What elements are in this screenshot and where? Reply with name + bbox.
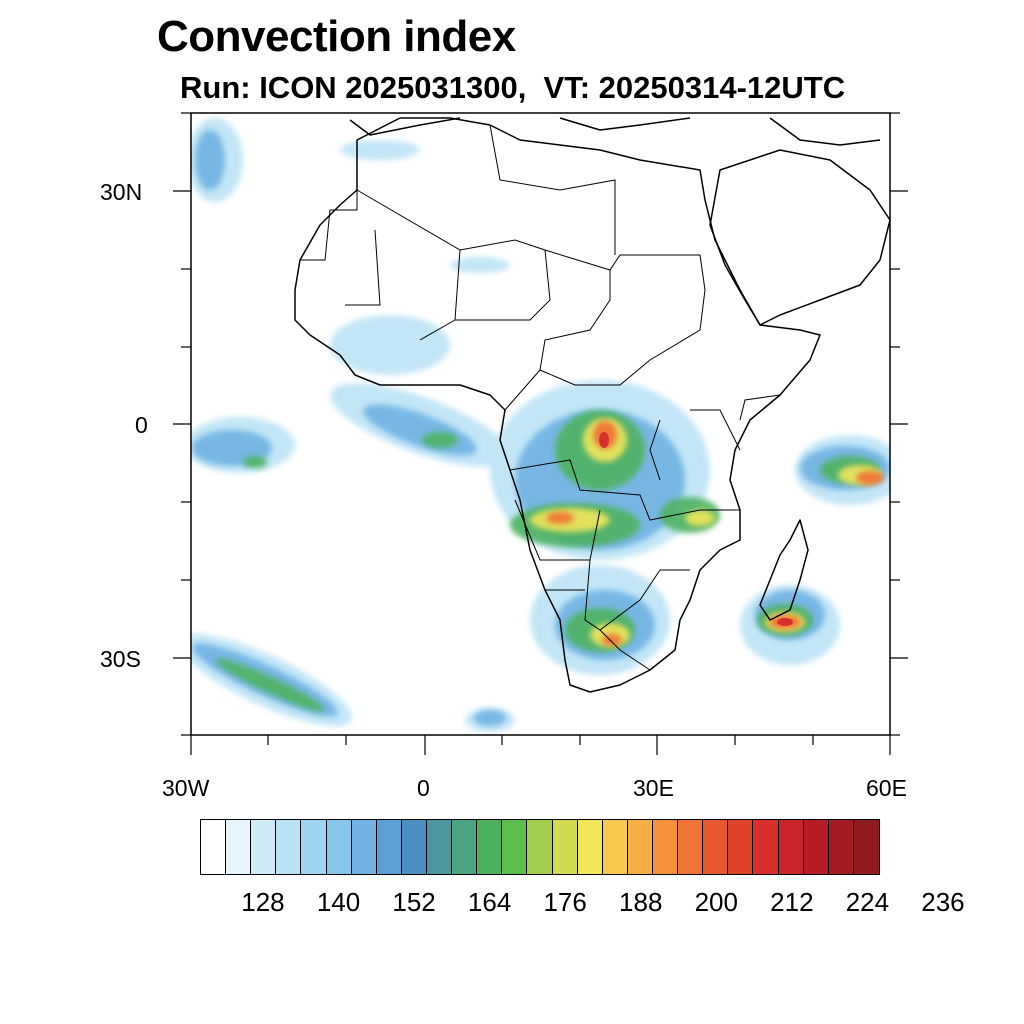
colorbar-label: 152 (392, 887, 436, 917)
colorbar-swatch (627, 820, 653, 874)
colorbar-swatch (828, 820, 854, 874)
x-tick-label-30w: 30W (162, 775, 210, 801)
colorbar-swatch (527, 820, 553, 874)
colorbar-swatch (652, 820, 679, 874)
x-tick-label-60e: 60E (866, 775, 907, 801)
chart-subtitle: Run: ICON 2025031300, VT: 20250314-12UTC (180, 70, 846, 105)
colorbar-label: 176 (543, 887, 587, 917)
colorbar-swatch (251, 820, 277, 874)
y-tick-label-30n: 30N (100, 179, 143, 205)
colorbar-swatch (326, 820, 352, 874)
colorbar-label: 224 (845, 887, 890, 917)
chart-title: Convection index (157, 12, 516, 61)
colorbar-swatch (301, 820, 327, 874)
convection-field-red (599, 432, 793, 626)
colorbar-swatch (276, 820, 302, 874)
colorbar-swatch (351, 820, 377, 874)
colorbar-swatch (602, 820, 628, 874)
colorbar-swatch (853, 820, 879, 874)
colorbar-swatch (201, 820, 227, 874)
colorbar-label: 140 (316, 887, 361, 917)
x-tick-label-30e: 30E (633, 775, 674, 801)
colorbar-swatch (426, 820, 453, 874)
colorbar-swatch (678, 820, 704, 874)
colorbar-label: 200 (694, 887, 738, 917)
y-tick-label-30s: 30S (100, 646, 141, 672)
x-tick-label-0: 0 (417, 775, 430, 801)
axis-ticks (173, 112, 908, 755)
colorbar-swatch (703, 820, 729, 874)
colorbar-swatch (477, 820, 503, 874)
convection-field-light (191, 118, 890, 732)
colorbar-swatch (552, 820, 578, 874)
colorbar-swatch (502, 820, 528, 874)
colorbar-swatch (778, 820, 804, 874)
y-tick-label-0: 0 (135, 412, 148, 438)
colorbar-swatch (401, 820, 427, 874)
colorbar-label: 164 (467, 887, 512, 917)
colorbar-label: 236 (921, 887, 965, 917)
colorbar (200, 819, 880, 875)
colorbar-swatch (728, 820, 754, 874)
country-borders (300, 124, 781, 671)
colorbar-swatch (577, 820, 603, 874)
convection-field (191, 118, 890, 732)
colorbar-label: 188 (619, 887, 663, 917)
colorbar-swatch (226, 820, 252, 874)
colorbar-label: 212 (770, 887, 814, 917)
colorbar-swatch (376, 820, 402, 874)
colorbar-swatch (803, 820, 829, 874)
colorbar-swatch (452, 820, 478, 874)
colorbar-swatch (753, 820, 779, 874)
colorbar-label: 128 (241, 887, 285, 917)
coastlines (294, 117, 890, 693)
